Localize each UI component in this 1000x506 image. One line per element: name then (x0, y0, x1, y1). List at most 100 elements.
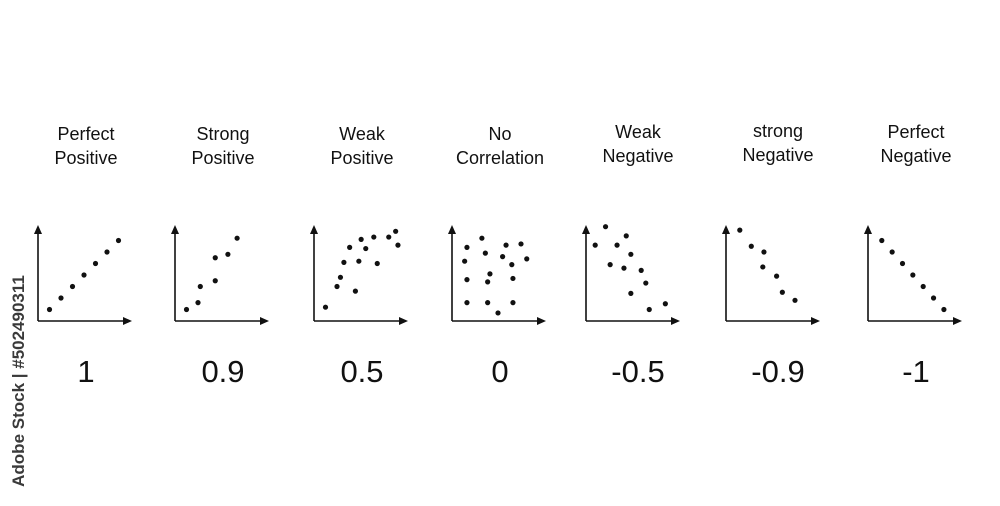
scatter-plot (582, 224, 680, 325)
y-axis-arrow (722, 225, 730, 234)
panel-title: Weak Negative (568, 120, 708, 168)
data-point (337, 274, 344, 280)
panel-title-line-1: strong (752, 121, 804, 141)
panel-title-line-2: Negative (880, 146, 952, 166)
data-point (760, 264, 766, 270)
data-point (374, 260, 380, 267)
data-point (518, 241, 524, 247)
data-point (524, 256, 530, 262)
data-point (234, 235, 240, 241)
panel-strong-negative: strong Negative -0.9 (708, 0, 848, 506)
y-axis-arrow (171, 225, 179, 234)
data-point (58, 295, 64, 301)
stock-credit-text: Adobe Stock | #502490311 (9, 275, 28, 487)
panel-title: Perfect Negative (846, 120, 986, 168)
data-point (910, 272, 916, 278)
panel-title-line-2: Negative (742, 145, 814, 165)
correlation-value: 1 (77, 354, 95, 389)
data-point (464, 300, 470, 306)
data-point (638, 267, 644, 273)
panel-title-line-1: No (488, 124, 512, 144)
data-point (485, 300, 491, 306)
scatter-plot (722, 225, 820, 325)
scatter-plot (448, 225, 546, 325)
data-point (334, 283, 340, 290)
data-point (737, 227, 743, 233)
panel-no-correlation: No Correlation 0 (430, 0, 570, 506)
x-axis-arrow (811, 317, 820, 325)
data-point (352, 288, 358, 294)
data-point (479, 235, 485, 241)
panel-title-line-1: Weak (339, 124, 385, 144)
scatter-plot (864, 225, 962, 325)
y-axis-arrow (864, 225, 872, 234)
panel-title-line-2: Positive (330, 148, 394, 168)
data-point (115, 237, 122, 244)
panel-title-line-2: Correlation (455, 148, 545, 168)
data-point (607, 262, 613, 268)
data-point (509, 262, 515, 268)
data-point (602, 224, 609, 230)
data-point (930, 295, 937, 301)
data-point (761, 249, 767, 255)
data-point (92, 260, 99, 267)
panel-title-line-1: Perfect (57, 124, 115, 144)
data-point (899, 260, 906, 267)
panel-title-line-2: Positive (54, 148, 118, 168)
correlation-value: -0.9 (751, 354, 805, 389)
panel-perfect-negative: Perfect Negative -1 (846, 0, 986, 506)
data-point (792, 297, 798, 303)
y-axis-arrow (582, 225, 590, 234)
data-point (879, 237, 885, 244)
panel-weak-positive: Weak Positive 0.5 (292, 0, 432, 506)
y-axis-arrow (34, 225, 42, 234)
data-point (395, 242, 401, 248)
data-point (779, 289, 785, 295)
data-point (104, 249, 110, 255)
data-point (503, 242, 509, 248)
panel-title: Strong Positive (153, 122, 293, 170)
data-point (464, 244, 470, 250)
data-point (623, 233, 629, 239)
data-point (748, 243, 754, 249)
data-point (628, 290, 634, 296)
panel-title: strong Negative (708, 119, 848, 167)
data-point (358, 236, 364, 242)
scatter-plot (310, 225, 408, 325)
data-point (621, 265, 627, 271)
data-point (510, 300, 516, 306)
y-axis-arrow (310, 225, 318, 234)
data-point (500, 254, 506, 260)
panel-title-line-1: Weak (615, 122, 661, 142)
x-axis-arrow (123, 317, 132, 325)
panel-perfect-positive: Perfect Positive 1 (16, 0, 156, 506)
data-point (592, 242, 598, 248)
correlation-value: 0.9 (201, 354, 245, 389)
data-point (643, 280, 649, 286)
x-axis-arrow (399, 317, 408, 325)
data-point (485, 279, 491, 285)
data-point (322, 304, 329, 310)
data-point (386, 234, 392, 240)
scatter-plot (171, 225, 269, 325)
data-point (487, 271, 493, 277)
x-axis-arrow (260, 317, 269, 325)
data-point (646, 306, 652, 313)
correlation-value: -1 (902, 354, 930, 389)
data-point (920, 283, 926, 290)
panel-title-line-2: Negative (602, 146, 674, 166)
x-axis-arrow (671, 317, 680, 325)
data-point (462, 258, 468, 264)
x-axis-arrow (953, 317, 962, 325)
data-point (510, 275, 516, 282)
correlation-value: 0.5 (340, 354, 384, 389)
data-point (81, 272, 87, 278)
correlation-value: -0.5 (611, 354, 665, 389)
data-point (889, 249, 895, 255)
data-point (212, 278, 218, 284)
data-point (464, 277, 470, 283)
panel-title: No Correlation (430, 122, 570, 170)
scatter-plot (34, 225, 132, 325)
data-point (371, 234, 377, 240)
data-point (393, 228, 399, 234)
